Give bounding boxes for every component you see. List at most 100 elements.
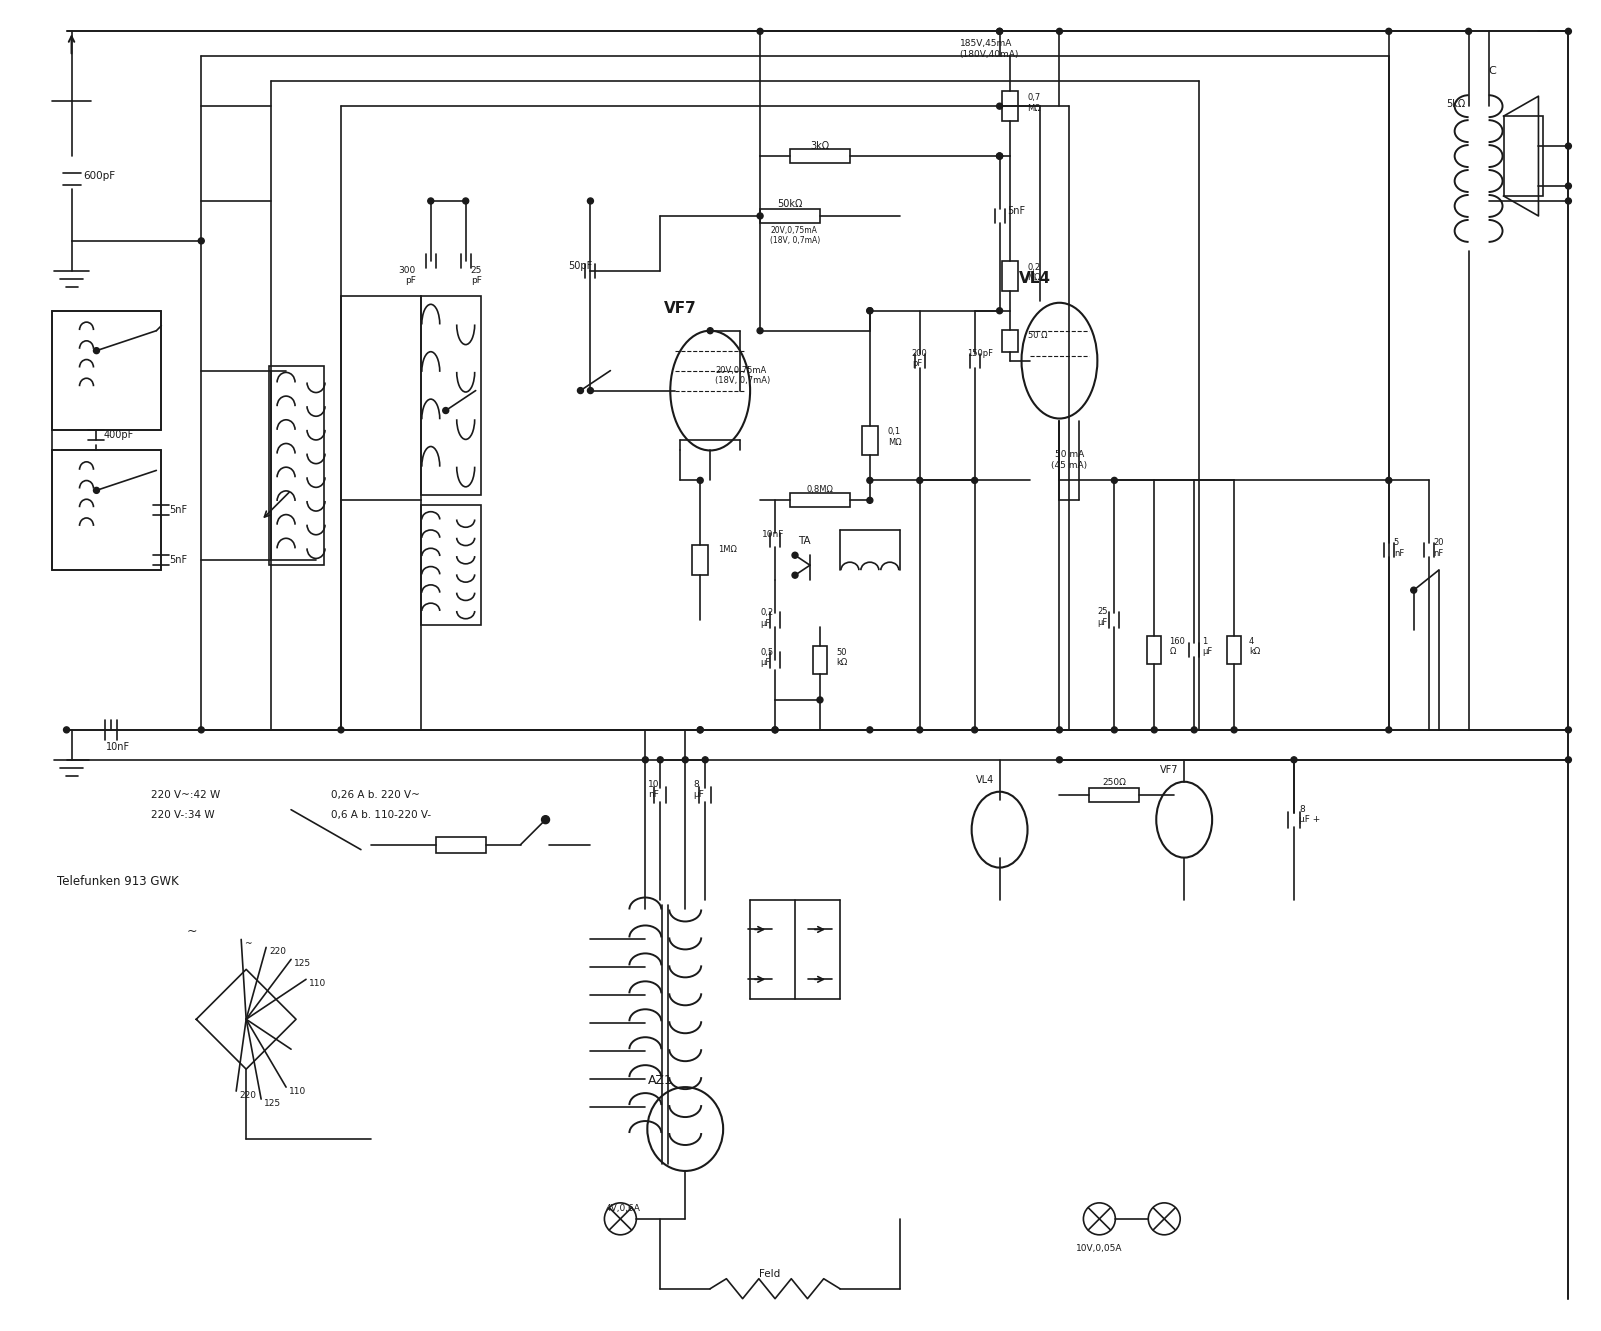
Circle shape [757,28,764,35]
Circle shape [1290,757,1297,763]
Text: 8
μF +: 8 μF + [1298,805,1321,824]
Text: 50 Ω: 50 Ω [1028,330,1047,339]
Circle shape [1057,28,1063,35]
Text: 4V,0,6A: 4V,0,6A [605,1203,640,1213]
Text: ~: ~ [186,925,197,937]
Circle shape [1111,478,1117,483]
Bar [421,506,480,626]
Text: 5nF: 5nF [170,555,187,566]
Bar [1089,788,1140,801]
Circle shape [696,727,703,733]
Text: 10
nF: 10 nF [648,780,660,799]
Text: 25
pF: 25 pF [471,266,482,285]
Bar [1503,116,1543,196]
Text: VL4: VL4 [975,775,994,785]
Text: 0,5
μF: 0,5 μF [760,648,773,667]
Text: 10nF: 10nF [762,530,784,539]
Circle shape [972,478,978,483]
Circle shape [866,478,873,483]
Circle shape [996,104,1002,109]
Circle shape [1057,727,1063,733]
Circle shape [1191,727,1198,733]
Circle shape [757,327,764,334]
Circle shape [199,238,205,244]
Bar [1002,261,1018,290]
Circle shape [996,153,1002,160]
Circle shape [866,498,873,503]
Circle shape [708,327,712,334]
Text: 0,6 A b. 110-220 V-: 0,6 A b. 110-220 V- [331,809,431,820]
Circle shape [1410,587,1417,594]
Circle shape [199,727,205,733]
Text: 0,8MΩ: 0,8MΩ [807,486,834,494]
Bar [269,366,323,566]
Circle shape [93,487,99,494]
Circle shape [1566,28,1572,35]
Text: C: C [1489,67,1497,76]
Text: 600pF: 600pF [83,172,115,181]
Circle shape [1566,144,1572,149]
Circle shape [996,28,1002,35]
Circle shape [996,307,1002,314]
Circle shape [443,407,448,414]
Text: 50
kΩ: 50 kΩ [836,648,847,667]
Circle shape [866,307,873,314]
Text: 220 V-:34 W: 220 V-:34 W [152,809,215,820]
Text: 0,2
MΩ: 0,2 MΩ [1028,262,1041,282]
Circle shape [1386,28,1391,35]
Circle shape [917,727,922,733]
Text: ~: ~ [245,940,251,949]
Circle shape [866,307,873,314]
Text: 250Ω: 250Ω [1103,777,1126,787]
Circle shape [996,153,1002,160]
Circle shape [817,697,823,703]
Bar [813,646,828,673]
Text: 220: 220 [269,948,287,957]
Circle shape [1386,478,1391,483]
Circle shape [1566,757,1572,763]
Circle shape [866,727,873,733]
Text: 125: 125 [264,1099,282,1109]
Circle shape [1566,198,1572,204]
Text: Telefunken 913 GWK: Telefunken 913 GWK [56,874,178,888]
Circle shape [1231,727,1238,733]
Circle shape [1465,28,1471,35]
Text: VL4: VL4 [1018,270,1050,286]
Circle shape [1386,727,1391,733]
Circle shape [996,28,1002,35]
Text: TA: TA [797,536,810,546]
Circle shape [792,552,797,558]
Circle shape [541,816,549,824]
Text: AZ1: AZ1 [648,1074,672,1087]
Text: 5nF: 5nF [170,506,187,515]
Bar [1226,636,1241,664]
Text: 400pF: 400pF [104,430,134,441]
Bar [1148,636,1161,664]
Circle shape [772,727,778,733]
Text: 3kΩ: 3kΩ [810,141,829,152]
Text: 8
μF: 8 μF [693,780,704,799]
Circle shape [772,727,778,733]
Text: 220: 220 [239,1091,256,1101]
Text: 20V,0,75mA
(18V, 0,7mA): 20V,0,75mA (18V, 0,7mA) [716,366,770,385]
Text: 10nF: 10nF [106,741,131,752]
Text: 50 mA
(45 mA): 50 mA (45 mA) [1052,450,1087,470]
Text: 300
pF: 300 pF [399,266,416,285]
Text: 0,7
MΩ: 0,7 MΩ [1028,93,1041,113]
Text: 0,2
μF: 0,2 μF [760,608,773,627]
Circle shape [1566,727,1572,733]
Text: 50kΩ: 50kΩ [778,198,802,209]
Circle shape [972,727,978,733]
Text: 20
nF: 20 nF [1433,538,1444,558]
Text: 160
Ω: 160 Ω [1169,638,1185,656]
Circle shape [996,153,1002,160]
Circle shape [792,572,797,578]
Circle shape [757,213,764,218]
Bar [861,426,877,455]
Bar [51,310,162,430]
Circle shape [682,757,688,763]
Circle shape [1111,727,1117,733]
Circle shape [1057,757,1063,763]
Circle shape [338,727,344,733]
Text: 150pF: 150pF [967,349,993,358]
